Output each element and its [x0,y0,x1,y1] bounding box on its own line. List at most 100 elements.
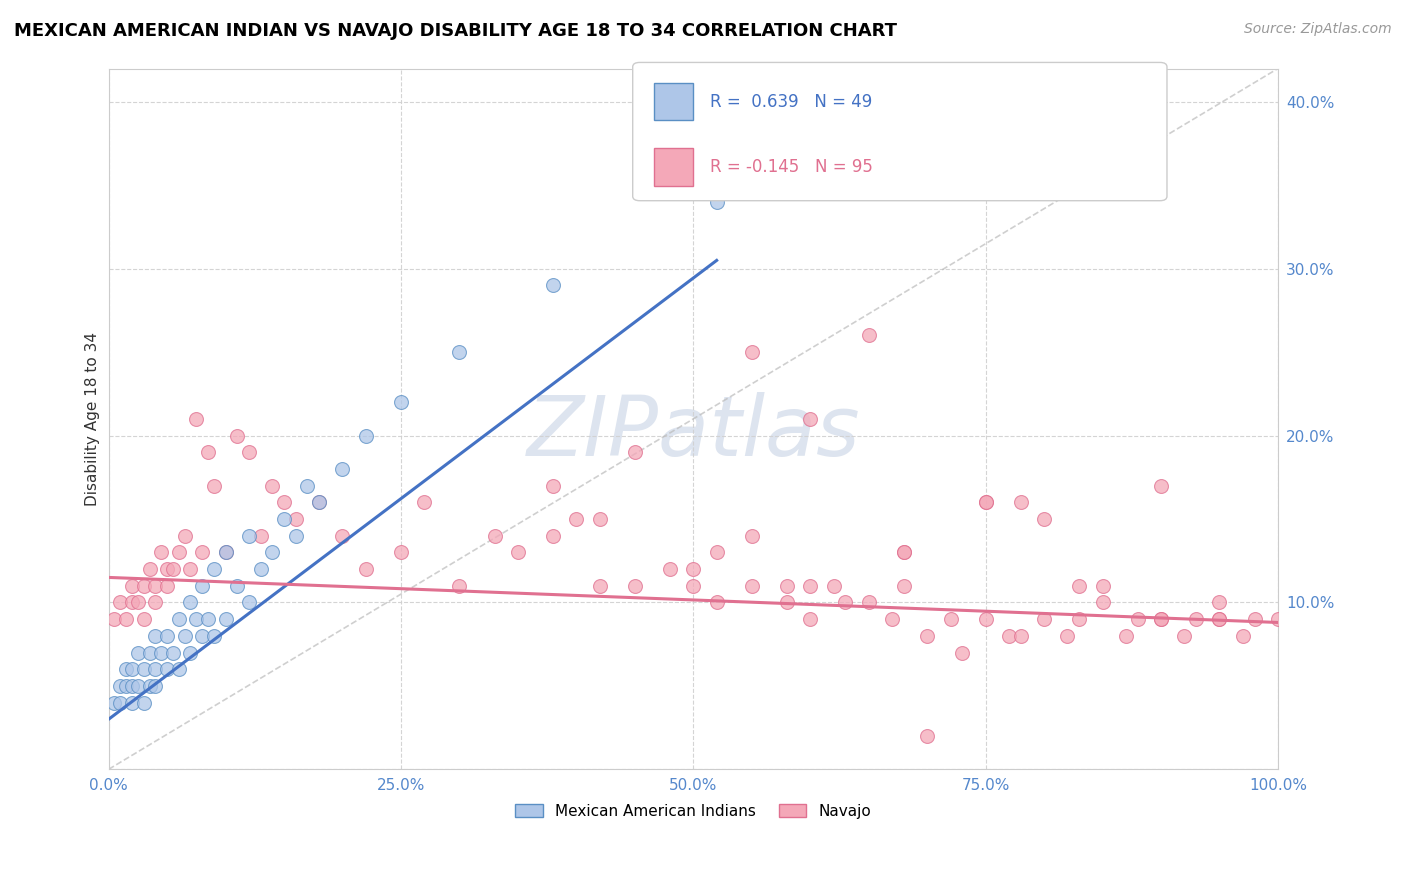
Point [565,512,588,526]
Point [858,328,880,343]
Point [799,612,821,626]
Point [115,612,138,626]
Legend: Mexican American Indians, Navajo: Mexican American Indians, Navajo [509,797,877,825]
Point [1069,612,1091,626]
Point [998,629,1021,643]
Point [354,428,377,442]
Point [127,646,149,660]
Point [776,595,799,609]
Point [915,729,938,743]
Text: Source: ZipAtlas.com: Source: ZipAtlas.com [1244,22,1392,37]
Point [706,194,728,209]
Point [541,529,564,543]
Point [186,612,208,626]
Point [127,679,149,693]
Point [939,612,962,626]
Point [186,412,208,426]
Point [156,562,179,576]
Point [156,579,179,593]
Point [115,679,138,693]
Point [541,278,564,293]
Point [214,545,236,559]
Point [1091,595,1114,609]
Point [138,646,160,660]
Point [191,545,214,559]
Point [145,595,167,609]
Point [741,579,763,593]
Point [145,679,167,693]
Point [110,696,132,710]
Point [226,428,249,442]
Point [1173,629,1195,643]
Point [179,646,201,660]
Point [214,545,236,559]
Point [145,629,167,643]
Point [179,562,201,576]
Point [413,495,436,509]
Point [167,662,190,676]
Point [121,662,143,676]
Point [132,612,155,626]
Point [191,579,214,593]
Point [950,646,973,660]
Point [1150,478,1173,492]
Point [484,529,506,543]
Point [389,395,412,409]
Point [145,662,167,676]
Point [1232,629,1254,643]
Point [121,679,143,693]
Point [1010,495,1032,509]
Point [974,612,997,626]
Point [115,662,138,676]
Point [150,646,173,660]
Point [893,545,915,559]
Point [162,562,184,576]
Point [173,529,195,543]
Point [197,612,219,626]
Point [121,696,143,710]
Point [121,595,143,609]
Point [682,562,704,576]
Point [880,612,903,626]
Point [132,662,155,676]
Text: MEXICAN AMERICAN INDIAN VS NAVAJO DISABILITY AGE 18 TO 34 CORRELATION CHART: MEXICAN AMERICAN INDIAN VS NAVAJO DISABI… [14,22,897,40]
Point [589,512,612,526]
Point [197,445,219,459]
Point [1185,612,1208,626]
Point [1208,612,1230,626]
Point [799,412,821,426]
Point [506,545,529,559]
Point [1069,579,1091,593]
Point [624,579,647,593]
Point [354,562,377,576]
Point [202,629,225,643]
Point [132,696,155,710]
Point [1267,612,1289,626]
Point [273,495,295,509]
Point [776,579,799,593]
Point [658,562,681,576]
Point [179,595,201,609]
Point [150,545,173,559]
Point [238,445,260,459]
Y-axis label: Disability Age 18 to 34: Disability Age 18 to 34 [86,332,100,506]
Point [162,646,184,660]
Point [167,545,190,559]
Point [262,545,284,559]
Point [1208,612,1230,626]
Point [332,529,354,543]
Point [799,579,821,593]
Point [110,679,132,693]
Text: R =  0.639   N = 49: R = 0.639 N = 49 [710,93,872,111]
Point [682,579,704,593]
Point [173,629,195,643]
Point [156,629,179,643]
Point [1091,579,1114,593]
Point [1150,612,1173,626]
Point [297,478,319,492]
Point [893,545,915,559]
Point [449,579,471,593]
Point [138,679,160,693]
Point [103,696,125,710]
Point [332,462,354,476]
